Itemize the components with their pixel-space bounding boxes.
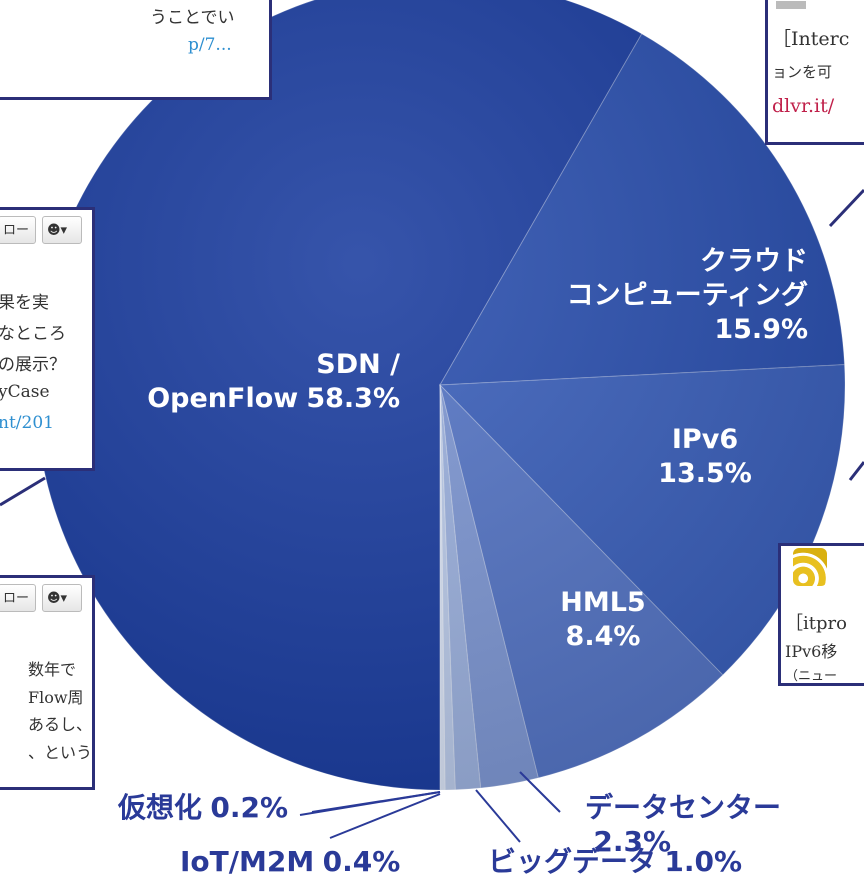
rss-icon bbox=[793, 548, 827, 586]
callout-text: なところ bbox=[0, 324, 66, 344]
slice-label: 仮想化 0.2% bbox=[118, 791, 288, 825]
category-name: ビッグデータ bbox=[488, 845, 657, 878]
callout-link[interactable]: nt/201 bbox=[0, 413, 54, 433]
callout-text: IPv6移 bbox=[785, 642, 838, 661]
value-label: 0.2% bbox=[210, 791, 289, 824]
callout-text: （ニュー bbox=[785, 669, 838, 684]
slice-label: SDN / OpenFlow 58.3% bbox=[147, 348, 400, 416]
slice-label: IoT/M2M 0.4% bbox=[180, 845, 400, 879]
value-label: 8.4% bbox=[565, 621, 641, 652]
callout-link[interactable]: dlvr.it/ bbox=[772, 95, 835, 117]
value-label: 1.0% bbox=[664, 845, 743, 878]
callout-text: 数年で bbox=[28, 660, 77, 679]
callout: ロー ☻▾ 数年で Flow周 あるし、 、という bbox=[0, 575, 95, 790]
slice-label: HML5 8.4% bbox=[560, 586, 645, 654]
category-name: IPv6 bbox=[671, 424, 739, 455]
category-name: 仮想化 bbox=[118, 791, 203, 824]
value-label: 0.4% bbox=[322, 845, 401, 878]
leader bbox=[475, 789, 521, 843]
category-name: クラウド コンピューティング bbox=[566, 246, 808, 311]
pointer bbox=[828, 188, 864, 228]
callout-text: ［Interc bbox=[772, 28, 850, 50]
callout: ［Interc ョンを可 dlvr.it/ bbox=[765, 0, 864, 145]
callout: ［itpro IPv6移 （ニュー bbox=[778, 543, 864, 686]
value-label: 15.9% bbox=[714, 314, 808, 345]
leader bbox=[299, 791, 441, 816]
callout-link[interactable]: p/7... bbox=[188, 35, 232, 55]
user-button[interactable]: ☻▾ bbox=[42, 216, 82, 244]
thumbnail bbox=[776, 1, 806, 9]
callout-text: 、という bbox=[28, 743, 93, 762]
slice-label: データセンター2.3% bbox=[585, 791, 864, 859]
leader-lines bbox=[299, 771, 561, 843]
pointer bbox=[0, 476, 46, 507]
callout-text: あるし、 bbox=[28, 715, 93, 734]
callout-text: の展示？ bbox=[0, 355, 66, 375]
pie-shading bbox=[35, 0, 845, 790]
value-label: 58.3% bbox=[306, 383, 400, 414]
callout-text: Flow周 bbox=[28, 688, 84, 707]
leader bbox=[519, 771, 561, 813]
callout-text: ョンを可 bbox=[772, 63, 833, 81]
callout-text: うことでい bbox=[150, 8, 235, 28]
follow-button[interactable]: ロー bbox=[0, 216, 36, 244]
slice-label: クラウド コンピューティング 15.9% bbox=[567, 245, 808, 347]
slice-label: IPv6 13.5% bbox=[658, 423, 752, 491]
value-label: 2.3% bbox=[593, 825, 672, 858]
category-name: IoT/M2M bbox=[180, 845, 315, 878]
pointer bbox=[848, 461, 864, 481]
follow-button[interactable]: ロー bbox=[0, 584, 36, 612]
value-label: 13.5% bbox=[658, 458, 752, 489]
category-name: SDN / OpenFlow bbox=[147, 349, 400, 414]
user-button[interactable]: ☻▾ bbox=[42, 584, 82, 612]
callout: ロー ☻▾ 果を実 なところ の展示？ yCase nt/201 bbox=[0, 207, 95, 471]
category-name: データセンター bbox=[585, 791, 782, 824]
callout-text: ［itpro bbox=[785, 613, 847, 634]
callout: うことでい p/7... bbox=[0, 0, 272, 100]
category-name: HML5 bbox=[560, 587, 646, 618]
slice-label: ビッグデータ 1.0% bbox=[488, 845, 742, 879]
callout-text: 果を実 bbox=[0, 293, 49, 313]
leader bbox=[329, 793, 441, 839]
callout-text: yCase bbox=[0, 382, 50, 402]
